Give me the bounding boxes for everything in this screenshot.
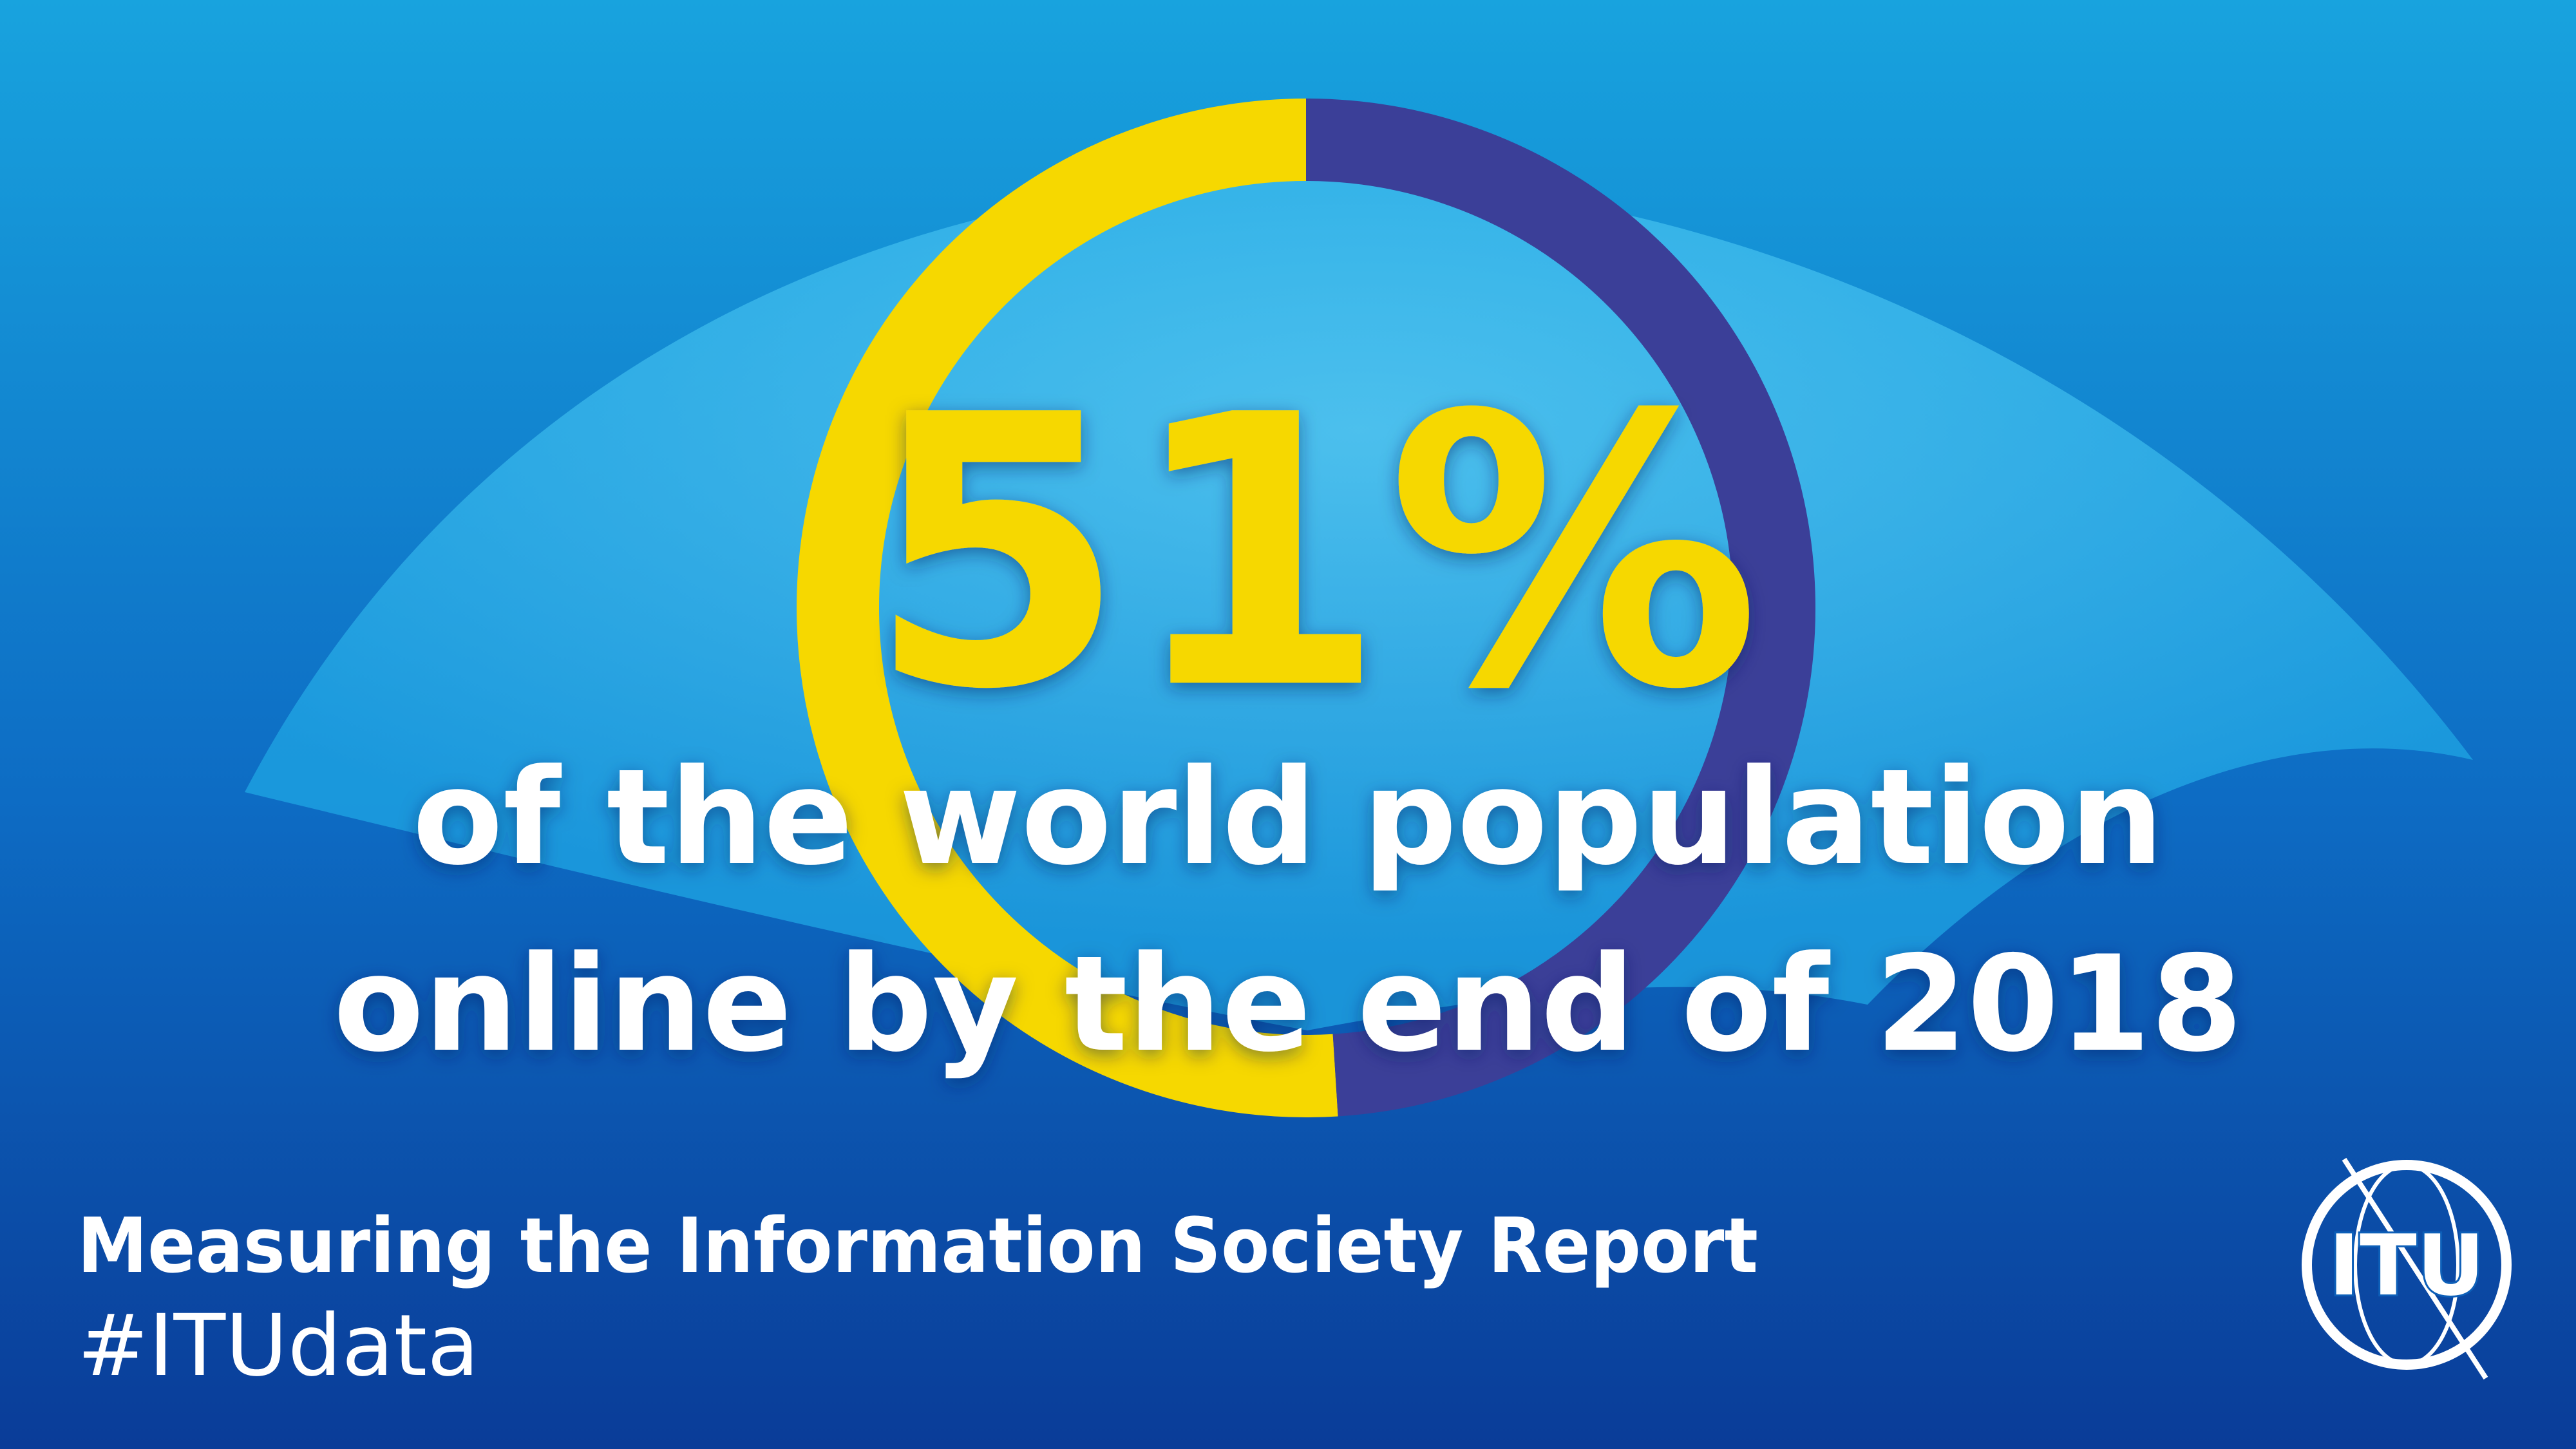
logo-bolt [2342,1157,2488,1380]
donut [797,99,1816,1117]
itu-logo: ITU [2302,1157,2512,1380]
subtitle-line: of the world population [412,741,2163,895]
globe [245,174,2473,1030]
donut-segment [797,99,1338,1117]
logo-meridian [2353,1163,2460,1367]
report-name: Measuring the Information Society Report [77,1201,1758,1290]
headline-value: 51% [867,336,1761,771]
donut-segment [1305,99,1816,1117]
logo-text: ITU [2329,1217,2485,1314]
hashtag: #ITUdata [77,1296,479,1396]
subtitle-line: online by the end of 2018 [334,928,2243,1081]
